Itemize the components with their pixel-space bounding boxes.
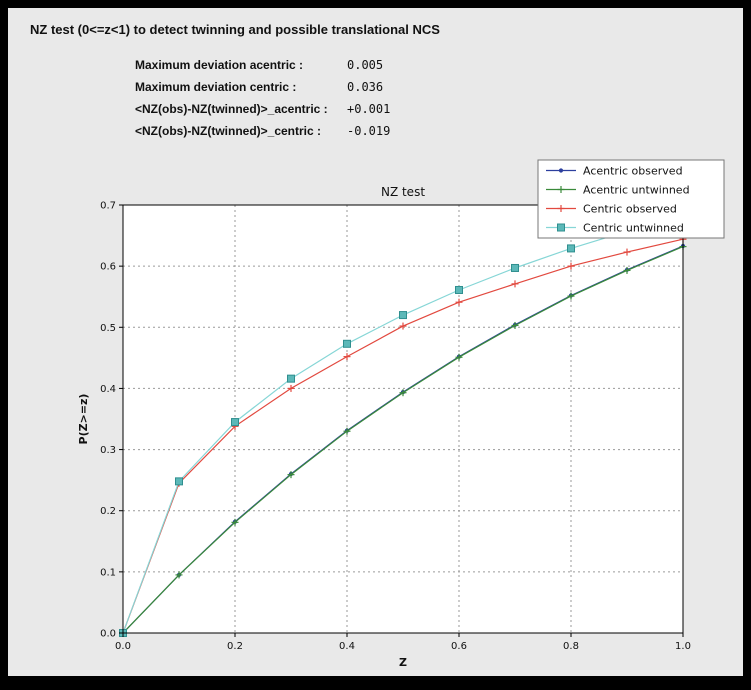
svg-text:1.0: 1.0: [675, 641, 691, 652]
svg-text:0.2: 0.2: [227, 641, 243, 652]
svg-text:0.5: 0.5: [100, 323, 116, 334]
stat-row-max-dev-acentric: Maximum deviation acentric : 0.005: [135, 54, 390, 76]
svg-text:P(Z>=z): P(Z>=z): [77, 394, 90, 445]
stat-label: Maximum deviation acentric :: [135, 58, 304, 72]
svg-text:0.2: 0.2: [100, 506, 116, 517]
svg-text:Acentric observed: Acentric observed: [583, 164, 683, 177]
stat-label: <NZ(obs)-NZ(twinned)>_acentric :: [135, 102, 328, 116]
stat-value: +0.001: [347, 102, 391, 116]
svg-text:0.4: 0.4: [100, 384, 116, 395]
svg-text:0.6: 0.6: [451, 641, 467, 652]
stats-block: Maximum deviation acentric : 0.005 Maxim…: [135, 54, 390, 142]
stat-value: -0.019: [347, 124, 391, 138]
svg-text:0.6: 0.6: [100, 262, 116, 273]
nz-test-chart: 0.0 0.2 0.4 0.6 0.8 1.0 0.0 0.1 0.2 0.3 0.4 0.5 0.6 0…: [77, 159, 725, 669]
stat-label: <NZ(obs)-NZ(twinned)>_centric :: [135, 124, 322, 138]
svg-text:0.8: 0.8: [563, 641, 579, 652]
svg-text:0.0: 0.0: [115, 641, 131, 652]
svg-text:0.3: 0.3: [100, 445, 116, 456]
svg-text:0.4: 0.4: [339, 641, 355, 652]
nz-test-figure: 0.0 0.2 0.4 0.6 0.8 1.0 0.0 0.1 0.2 0.3 0.4 0.5 0.6 0…: [8, 158, 743, 673]
stat-row-nz-diff-acentric: <NZ(obs)-NZ(twinned)>_acentric : +0.001: [135, 98, 390, 120]
page-title: NZ test (0<=z<1) to detect twinning and …: [30, 22, 440, 37]
svg-text:0.7: 0.7: [100, 201, 116, 212]
svg-text:0.1: 0.1: [100, 567, 116, 578]
stat-row-max-dev-centric: Maximum deviation centric : 0.036: [135, 76, 390, 98]
svg-text:Acentric untwinned: Acentric untwinned: [583, 183, 690, 196]
svg-text:NZ test: NZ test: [381, 185, 425, 199]
stat-value: 0.005: [347, 58, 384, 72]
svg-text:Centric observed: Centric observed: [583, 202, 677, 215]
stat-label: Maximum deviation centric :: [135, 80, 297, 94]
svg-text:0.0: 0.0: [100, 629, 116, 640]
app-panel: NZ test (0<=z<1) to detect twinning and …: [8, 8, 743, 676]
chart-legend: Acentric observed Acentric untwinned Centr…: [537, 159, 725, 239]
svg-text:Z: Z: [399, 656, 407, 669]
svg-text:Centric untwinned: Centric untwinned: [583, 221, 684, 234]
stat-row-nz-diff-centric: <NZ(obs)-NZ(twinned)>_centric : -0.019: [135, 120, 390, 142]
stat-value: 0.036: [347, 80, 384, 94]
